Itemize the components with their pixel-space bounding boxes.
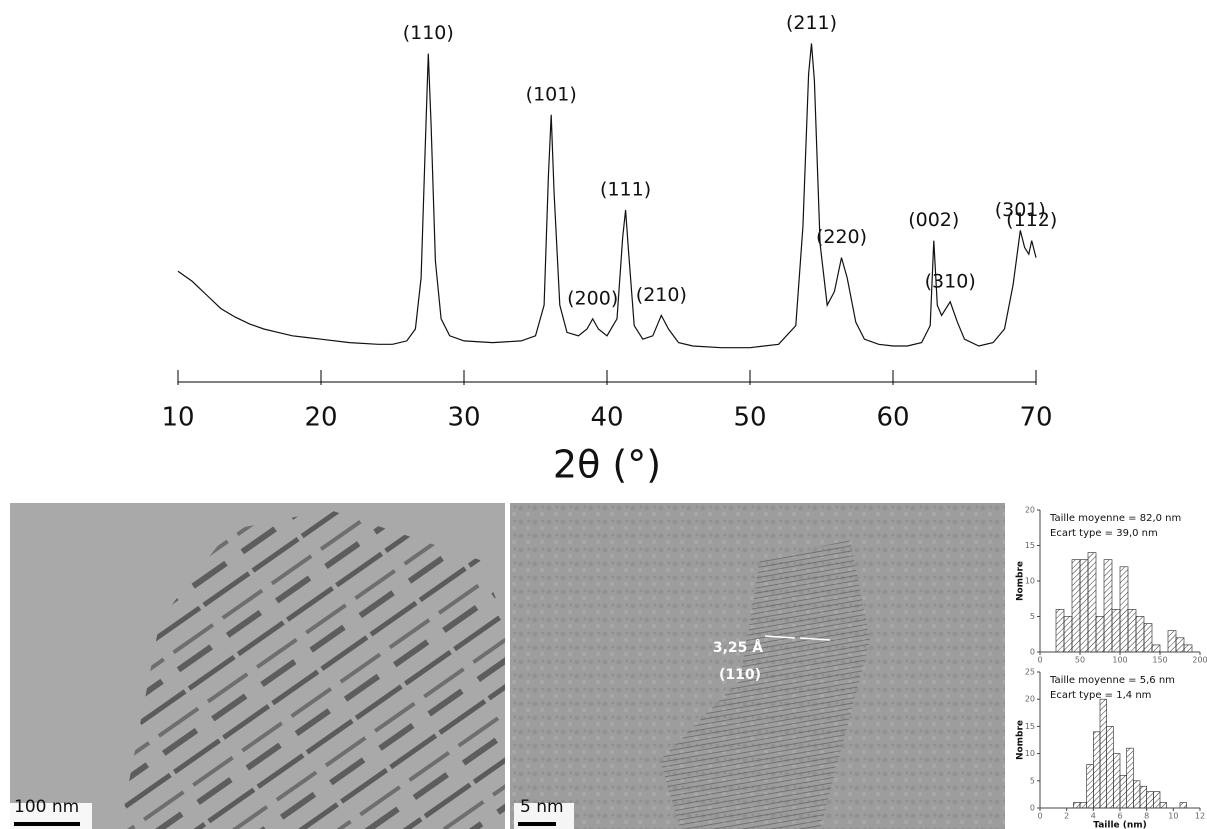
hist-bar (1086, 764, 1094, 809)
x-tick-label: 10 (1168, 812, 1178, 821)
peak-label: (210) (636, 284, 687, 306)
y-tick-label: 10 (1025, 749, 1035, 758)
y-tick-label: 20 (1025, 695, 1035, 704)
peak-label: (110) (403, 22, 454, 44)
hist-bar (1153, 791, 1161, 809)
hist-bar (1063, 616, 1073, 653)
hist-bar (1167, 630, 1177, 653)
hist-bar (1113, 753, 1121, 809)
hist-bar (1099, 698, 1107, 809)
hist-bar (1133, 780, 1141, 809)
hist-bar (1079, 802, 1087, 809)
hist-annotation: Ecart type = 1,4 nm (1050, 690, 1151, 701)
x-tick-label: 50 (1075, 656, 1085, 665)
plane-label: (110) (719, 667, 761, 683)
hist-bar (1139, 785, 1147, 809)
y-axis-title: Nombre (1016, 720, 1026, 760)
y-tick-label: 25 (1025, 668, 1035, 677)
hist-bar (1095, 616, 1105, 653)
hist-bar (1103, 559, 1113, 653)
y-tick-label: 0 (1030, 804, 1035, 813)
hist-bar (1143, 623, 1153, 653)
x-tick-label: 10 (161, 403, 194, 433)
hist-bar (1073, 802, 1081, 809)
d-spacing: 3,25 Å (713, 639, 763, 656)
x-tick-label: 6 (1117, 812, 1122, 821)
x-tick-label: 0 (1037, 812, 1042, 821)
hist-bar (1055, 609, 1065, 653)
tem-image-low-mag: 100 nm (10, 503, 505, 829)
hist-bar (1179, 802, 1187, 809)
hist-bar (1087, 552, 1097, 653)
y-tick-label: 5 (1030, 776, 1035, 785)
hist-bar (1126, 747, 1134, 809)
hist-bar (1127, 609, 1137, 653)
x-tick-label: 40 (590, 403, 623, 433)
y-tick-label: 5 (1030, 612, 1035, 621)
x-tick-label: 2 (1064, 812, 1069, 821)
tem-image-high-res: 3,25 Å (110) 5 nm (510, 503, 1005, 829)
hist-bar (1119, 566, 1129, 653)
hist-bar (1119, 775, 1127, 809)
x-axis-title: Taille (nm) (1093, 821, 1147, 829)
hist-bar (1146, 791, 1154, 809)
peak-label: (101) (526, 83, 577, 105)
peak-label: (211) (786, 12, 837, 34)
xrd-pattern (177, 43, 1037, 349)
scale-bar-label: 100 nm (14, 797, 79, 817)
x-tick-label: 30 (447, 403, 480, 433)
hist-annotation: Taille moyenne = 5,6 nm (1049, 675, 1175, 686)
peak-label: (310) (925, 270, 976, 292)
peak-label: (200) (567, 287, 618, 309)
peak-label: (112) (1006, 209, 1057, 231)
hist-bar (1093, 731, 1101, 809)
x-tick-label: 100 (1112, 656, 1127, 665)
hist-bar (1135, 616, 1145, 653)
hist-annotation: Ecart type = 39,0 nm (1050, 528, 1158, 539)
hist-bar (1175, 637, 1185, 653)
x-tick-label: 60 (876, 403, 909, 433)
peak-label: (220) (816, 226, 867, 248)
hist-bar (1071, 559, 1081, 653)
y-tick-label: 20 (1025, 506, 1035, 515)
hist-annotation: Taille moyenne = 82,0 nm (1049, 513, 1181, 524)
peak-label: (111) (600, 179, 651, 201)
hist-bar (1106, 726, 1114, 809)
y-tick-label: 10 (1025, 577, 1035, 586)
x-tick-label: 4 (1091, 812, 1096, 821)
hist-bar (1111, 609, 1121, 653)
x-tick-label: 50 (733, 403, 766, 433)
hist-bar (1183, 644, 1193, 653)
x-tick-label: 70 (1019, 403, 1052, 433)
x-tick-label: 150 (1152, 656, 1167, 665)
hist-bar (1159, 802, 1167, 809)
peak-label: (301) (995, 199, 1046, 221)
x-axis-title: 2θ (°) (553, 443, 661, 487)
y-tick-label: 15 (1025, 541, 1035, 550)
x-tick-label: 200 (1192, 656, 1207, 665)
hist-bar (1151, 644, 1161, 653)
x-tick-label: 0 (1037, 656, 1042, 665)
y-axis-title: Nombre (1016, 561, 1026, 601)
hist-bar (1079, 559, 1089, 653)
scale-bar-label: 5 nm (520, 797, 564, 817)
x-tick-label: 12 (1195, 812, 1205, 821)
x-tick-label: 8 (1144, 812, 1149, 821)
y-tick-label: 15 (1025, 722, 1035, 731)
y-tick-label: 0 (1030, 648, 1035, 657)
peak-label: (002) (908, 209, 959, 231)
x-tick-label: 20 (304, 403, 337, 433)
